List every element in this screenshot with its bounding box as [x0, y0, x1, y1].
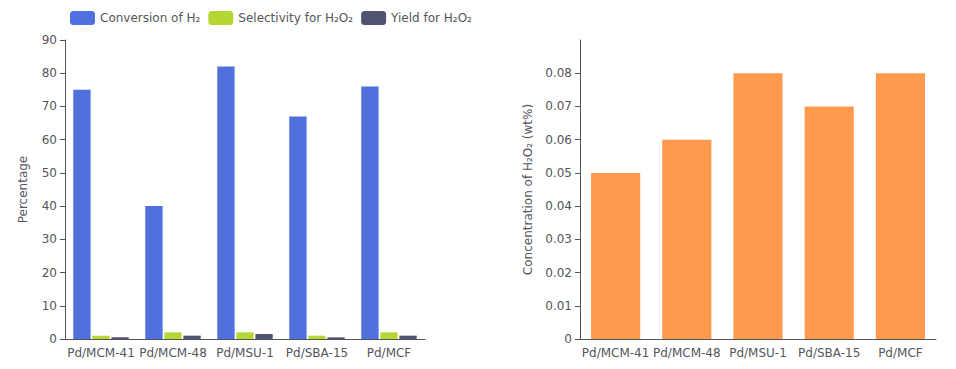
- svg-text:0.03: 0.03: [545, 232, 572, 246]
- svg-text:70: 70: [42, 99, 57, 113]
- svg-text:0.02: 0.02: [545, 266, 572, 280]
- svg-text:Conversion of H₂: Conversion of H₂: [100, 11, 200, 25]
- svg-text:50: 50: [42, 166, 57, 180]
- svg-text:0: 0: [564, 332, 572, 346]
- svg-text:30: 30: [42, 232, 57, 246]
- svg-text:Selectivity for H₂O₂: Selectivity for H₂O₂: [238, 11, 353, 25]
- svg-text:80: 80: [42, 66, 57, 80]
- svg-text:10: 10: [42, 299, 57, 313]
- svg-text:90: 90: [42, 33, 57, 47]
- svg-text:60: 60: [42, 133, 57, 147]
- svg-text:0.08: 0.08: [545, 66, 572, 80]
- svg-text:Concentration of H₂O₂ (wt%): Concentration of H₂O₂ (wt%): [521, 104, 535, 275]
- svg-text:Pd/MSU-1: Pd/MSU-1: [729, 346, 787, 360]
- svg-text:Pd/MCF: Pd/MCF: [878, 346, 923, 360]
- svg-text:Pd/MCM-48: Pd/MCM-48: [139, 346, 207, 360]
- svg-text:Pd/SBA-15: Pd/SBA-15: [286, 346, 348, 360]
- svg-text:0.05: 0.05: [545, 166, 572, 180]
- svg-text:Pd/MCM-41: Pd/MCM-41: [67, 346, 135, 360]
- svg-text:0.01: 0.01: [545, 299, 572, 313]
- svg-text:0.04: 0.04: [545, 199, 572, 213]
- svg-text:0: 0: [49, 332, 57, 346]
- svg-text:Pd/MCF: Pd/MCF: [367, 346, 412, 360]
- svg-text:Pd/MSU-1: Pd/MSU-1: [216, 346, 274, 360]
- svg-text:Pd/MCM-48: Pd/MCM-48: [653, 346, 721, 360]
- svg-text:0.07: 0.07: [545, 99, 572, 113]
- svg-text:Pd/SBA-15: Pd/SBA-15: [798, 346, 860, 360]
- svg-text:Percentage: Percentage: [16, 156, 30, 224]
- svg-text:Yield for H₂O₂: Yield for H₂O₂: [390, 11, 472, 25]
- svg-text:20: 20: [42, 266, 57, 280]
- svg-text:40: 40: [42, 199, 57, 213]
- svg-text:0.06: 0.06: [545, 133, 572, 147]
- svg-text:Pd/MCM-41: Pd/MCM-41: [582, 346, 650, 360]
